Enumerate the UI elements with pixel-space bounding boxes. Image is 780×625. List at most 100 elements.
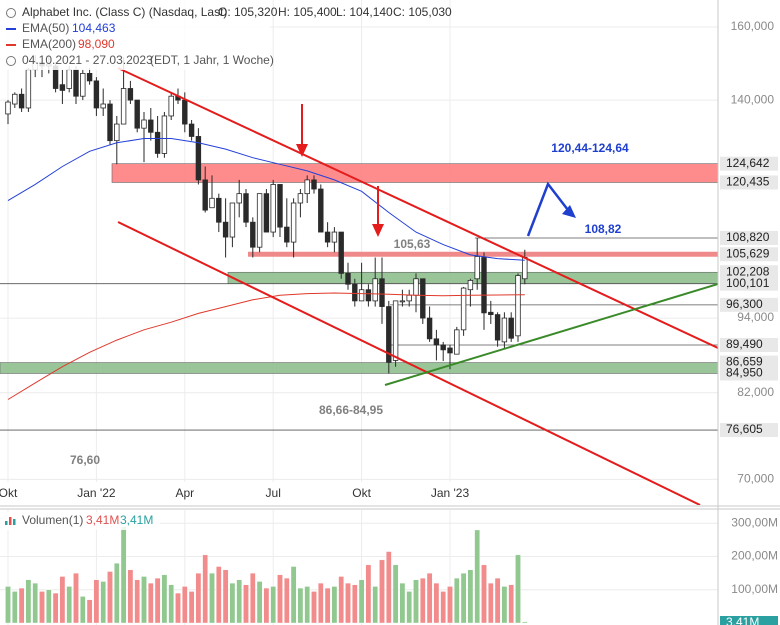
price-label: 96,300 (726, 297, 763, 311)
price-label-box (720, 423, 778, 438)
volume-bar (86, 599, 93, 624)
candle-body (352, 283, 358, 302)
volume-bar (147, 582, 154, 624)
icon (6, 56, 16, 66)
price-label: 102,208 (726, 264, 770, 278)
grid (0, 0, 718, 625)
candle-body (100, 103, 106, 109)
trend-line (117, 221, 701, 505)
zone (111, 163, 718, 183)
drawings (117, 67, 718, 505)
legend-value: 98,090 (78, 37, 115, 51)
candle-body (494, 314, 501, 341)
candle-body (433, 338, 440, 346)
volume-bar (284, 577, 290, 624)
volume-bar (338, 576, 345, 624)
volume-bar (32, 582, 38, 624)
candle-body (182, 99, 188, 125)
candle-body (250, 221, 256, 248)
candle-body (454, 329, 460, 355)
volume-bar (467, 569, 474, 624)
candle-body (508, 317, 514, 339)
candle-body (229, 202, 236, 238)
volume-bar (256, 581, 263, 624)
volume-bar (188, 591, 195, 624)
price-label: 100,101 (726, 276, 770, 290)
legend-value: 3,41M (86, 513, 119, 527)
arrow-head (562, 205, 576, 218)
candle-body (481, 257, 487, 314)
volume-bar (297, 587, 304, 624)
volume-bar (209, 572, 215, 624)
candle-body (331, 231, 338, 243)
volume-bar (318, 582, 324, 624)
volume-bar (426, 572, 433, 624)
arrow-head (296, 144, 308, 157)
icon (5, 521, 8, 525)
candle-body (107, 103, 113, 142)
volume-bar (39, 591, 45, 624)
volume-bar (352, 584, 358, 624)
legend-bg (0, 0, 270, 70)
price-label-box (720, 297, 778, 312)
candle-body (467, 279, 474, 291)
x-tick-label: Okt (0, 486, 18, 500)
volume-bar (46, 589, 52, 624)
volume-bar (120, 526, 127, 624)
volume-bar (236, 579, 243, 624)
ohlc: C: 105,030 (393, 5, 452, 19)
candle-body (209, 197, 215, 209)
candle-body (386, 306, 392, 363)
candle-body (168, 95, 174, 117)
candle-body (297, 193, 304, 204)
volume-bar (113, 562, 120, 624)
volume-bar (481, 564, 487, 624)
volume-bar (79, 596, 86, 624)
candle-body (86, 72, 93, 82)
legend: Alphabet Inc. (Class C) (Nasdaq, Last) O… (0, 0, 452, 70)
annotation: 105,63 (394, 237, 431, 251)
arrow (526, 181, 569, 237)
volume-bar (154, 577, 161, 624)
volume-tick-label: 100,00M (731, 582, 778, 596)
candle-body (515, 275, 521, 337)
y-tick-label: 160,000 (731, 19, 775, 33)
candle-body (488, 311, 494, 315)
volume-bar (488, 582, 494, 624)
volume-bar (270, 586, 277, 624)
icon (13, 519, 16, 525)
candle-body (154, 131, 161, 154)
volume-bar (141, 576, 147, 624)
volume-bar (331, 586, 338, 624)
volume-bar (222, 569, 229, 624)
candle-body (25, 69, 32, 109)
volume-bar (406, 591, 413, 624)
price-label-box (720, 337, 778, 352)
price-label: 108,820 (726, 230, 770, 244)
price-label-box (720, 616, 778, 625)
volume-bar (358, 579, 365, 624)
volume-bar (324, 587, 331, 624)
volume-bar (52, 592, 59, 624)
volume-bar (440, 591, 447, 624)
trend-line (384, 283, 718, 386)
x-tick-label: Okt (352, 486, 371, 500)
candle-body (270, 184, 276, 233)
volume-bar (522, 621, 528, 624)
candle-body (141, 119, 147, 129)
candle-body (120, 88, 127, 125)
ema-line (7, 292, 525, 400)
candle-body (80, 72, 86, 97)
candle-body (134, 99, 140, 129)
volume-bar (399, 582, 406, 624)
volume-bar (5, 586, 11, 624)
price-label: 89,490 (726, 337, 763, 351)
volume-bar (454, 577, 460, 624)
candle-body (501, 317, 508, 343)
price-label: 84,950 (726, 366, 763, 380)
volume-bar (311, 591, 317, 624)
volume-bar (66, 586, 72, 624)
volume-bar (392, 564, 399, 624)
candle-body (114, 123, 120, 142)
